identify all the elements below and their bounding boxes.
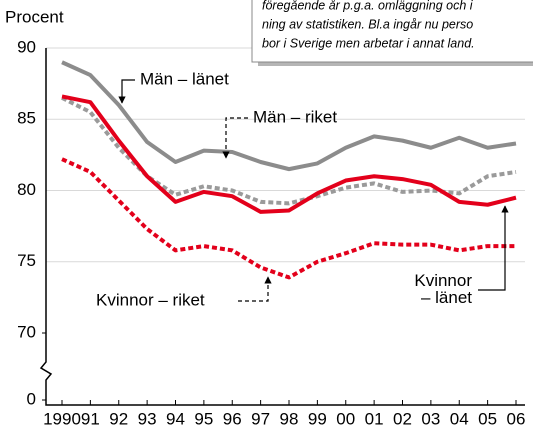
y-axis-label: Procent [5,7,64,26]
leader [238,276,272,302]
x-tick-label: 00 [336,409,355,428]
x-tick-label: 98 [280,409,299,428]
x-tick-label: 02 [393,409,412,428]
leader [118,79,135,104]
axis [39,48,525,406]
note-box: föregående år p.g.a. omläggning och i ni… [251,0,533,66]
note-line: ning av statistiken. Bl.a ingår nu perso [262,17,473,31]
note-line: bor i Sverige men arbetar i annat land. [262,36,475,50]
series-line [61,94,517,214]
series-line [61,60,517,172]
leader [222,117,248,159]
series-label: Kvinnor – länet [414,271,472,307]
x-tick-label: 96 [223,409,242,428]
x-tick-label: 95 [194,409,213,428]
y-tick-label: 0 [27,389,36,408]
y-tick-label: 75 [17,251,36,270]
note-line: föregående år p.g.a. omläggning och i [262,0,474,12]
series-label: Män – riket [253,107,337,126]
x-tick-label: 03 [421,409,440,428]
y-tick-label: 85 [17,109,36,128]
x-tick-label: 05 [478,409,497,428]
series-label: Kvinnor – riket [96,290,205,309]
x-tick-label: 1990 [43,409,81,428]
x-tick-label: 92 [109,409,128,428]
x-tick-label: 93 [138,409,157,428]
y-tick-label: 80 [17,180,36,199]
x-tick-label: 04 [450,409,469,428]
x-tick-label: 99 [308,409,327,428]
x-tick-label: 97 [251,409,270,428]
y-tick-label: 90 [17,37,36,56]
x-tick-label: 94 [166,409,185,428]
x-tick-label: 06 [507,409,526,428]
leader [478,205,509,291]
x-tick-label: 01 [365,409,384,428]
series-line [61,157,516,280]
series-label: Män – länet [140,69,229,88]
y-tick-label: 70 [17,322,36,341]
x-tick-label: 91 [81,409,100,428]
